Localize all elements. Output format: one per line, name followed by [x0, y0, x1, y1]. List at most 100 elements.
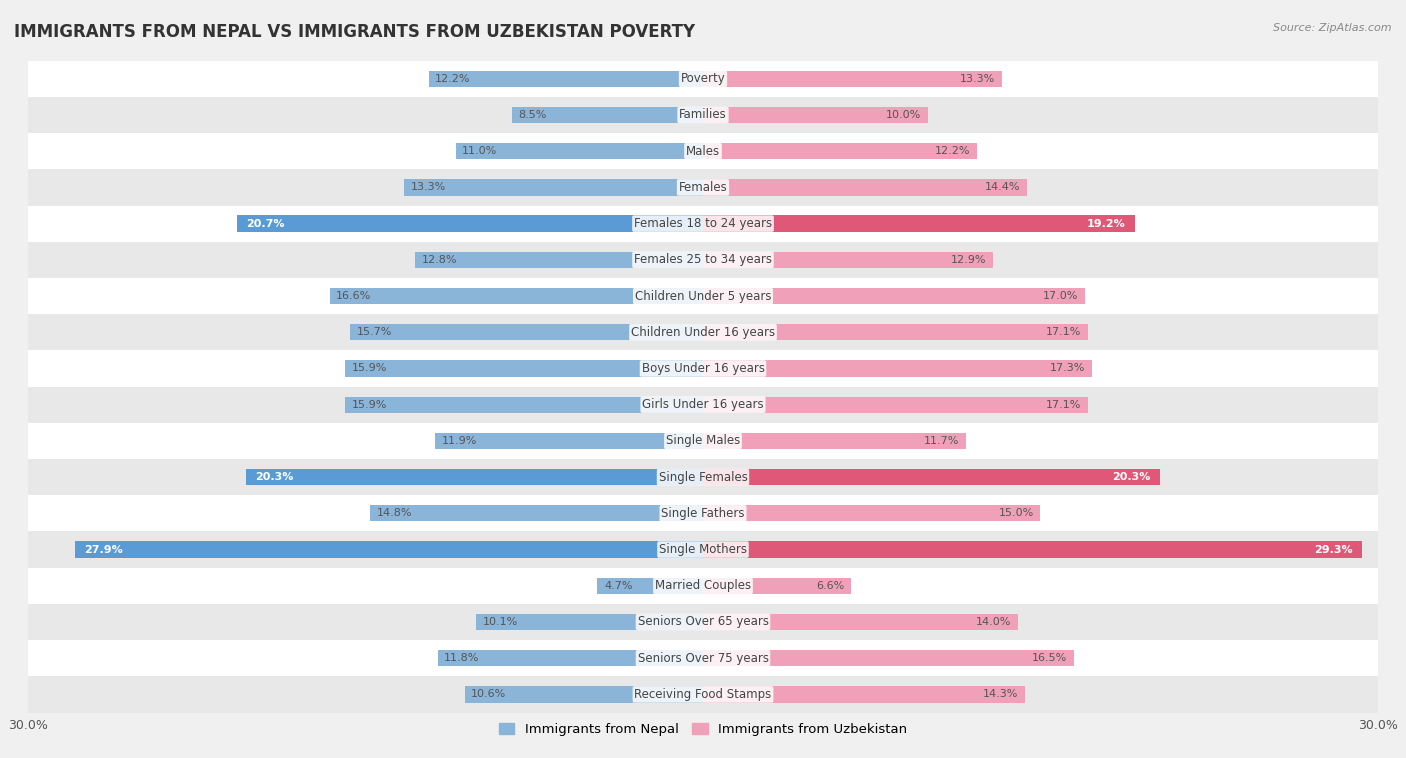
- Bar: [703, 469, 1160, 485]
- Text: Girls Under 16 years: Girls Under 16 years: [643, 398, 763, 411]
- Bar: [404, 179, 703, 196]
- Text: 16.5%: 16.5%: [1032, 653, 1067, 663]
- Legend: Immigrants from Nepal, Immigrants from Uzbekistan: Immigrants from Nepal, Immigrants from U…: [494, 718, 912, 742]
- Text: 6.6%: 6.6%: [817, 581, 845, 590]
- Bar: [28, 459, 1378, 495]
- Text: 17.0%: 17.0%: [1043, 291, 1078, 301]
- Bar: [28, 133, 1378, 169]
- Bar: [703, 650, 1074, 666]
- Bar: [28, 568, 1378, 604]
- Bar: [703, 179, 1026, 196]
- Text: Boys Under 16 years: Boys Under 16 years: [641, 362, 765, 375]
- Text: Children Under 5 years: Children Under 5 years: [634, 290, 772, 302]
- Bar: [370, 505, 703, 522]
- Bar: [703, 324, 1088, 340]
- Text: 10.1%: 10.1%: [482, 617, 517, 627]
- Bar: [76, 541, 703, 558]
- Text: 15.7%: 15.7%: [357, 327, 392, 337]
- Bar: [475, 614, 703, 630]
- Bar: [703, 686, 1025, 703]
- Bar: [437, 650, 703, 666]
- Bar: [464, 686, 703, 703]
- Bar: [28, 242, 1378, 278]
- Bar: [28, 604, 1378, 640]
- Bar: [703, 252, 993, 268]
- Bar: [329, 288, 703, 304]
- Text: 8.5%: 8.5%: [519, 110, 547, 120]
- Text: Receiving Food Stamps: Receiving Food Stamps: [634, 688, 772, 701]
- Bar: [703, 614, 1018, 630]
- Text: Males: Males: [686, 145, 720, 158]
- Bar: [598, 578, 703, 594]
- Bar: [703, 505, 1040, 522]
- Text: Married Couples: Married Couples: [655, 579, 751, 592]
- Bar: [28, 61, 1378, 97]
- Text: 20.3%: 20.3%: [1112, 472, 1150, 482]
- Bar: [346, 360, 703, 377]
- Bar: [28, 97, 1378, 133]
- Bar: [28, 676, 1378, 713]
- Text: 12.2%: 12.2%: [436, 74, 471, 83]
- Text: 15.9%: 15.9%: [352, 399, 388, 409]
- Text: Seniors Over 75 years: Seniors Over 75 years: [637, 652, 769, 665]
- Text: 13.3%: 13.3%: [411, 183, 446, 193]
- Text: 17.1%: 17.1%: [1046, 327, 1081, 337]
- Bar: [28, 423, 1378, 459]
- Bar: [238, 215, 703, 232]
- Bar: [28, 387, 1378, 423]
- Bar: [28, 531, 1378, 568]
- Text: 11.9%: 11.9%: [441, 436, 478, 446]
- Text: 15.0%: 15.0%: [998, 509, 1033, 518]
- Text: 14.3%: 14.3%: [983, 690, 1018, 700]
- Text: Poverty: Poverty: [681, 72, 725, 85]
- Bar: [415, 252, 703, 268]
- Text: 20.7%: 20.7%: [246, 218, 285, 229]
- Text: 17.3%: 17.3%: [1050, 364, 1085, 374]
- Text: 29.3%: 29.3%: [1315, 544, 1353, 555]
- Text: 12.8%: 12.8%: [422, 255, 457, 265]
- Bar: [703, 107, 928, 123]
- Text: 15.9%: 15.9%: [352, 364, 388, 374]
- Bar: [703, 396, 1088, 413]
- Text: Seniors Over 65 years: Seniors Over 65 years: [637, 615, 769, 628]
- Bar: [429, 70, 703, 87]
- Bar: [350, 324, 703, 340]
- Text: 14.4%: 14.4%: [984, 183, 1021, 193]
- Text: 13.3%: 13.3%: [960, 74, 995, 83]
- Text: 12.9%: 12.9%: [950, 255, 987, 265]
- Bar: [703, 215, 1135, 232]
- Text: 10.0%: 10.0%: [886, 110, 921, 120]
- Text: 19.2%: 19.2%: [1087, 218, 1126, 229]
- Bar: [703, 578, 852, 594]
- Text: Families: Families: [679, 108, 727, 121]
- Text: 17.1%: 17.1%: [1046, 399, 1081, 409]
- Text: 10.6%: 10.6%: [471, 690, 506, 700]
- Text: 16.6%: 16.6%: [336, 291, 371, 301]
- Bar: [703, 143, 977, 159]
- Bar: [246, 469, 703, 485]
- Text: 27.9%: 27.9%: [84, 544, 124, 555]
- Text: 11.0%: 11.0%: [463, 146, 498, 156]
- Bar: [28, 640, 1378, 676]
- Text: Single Males: Single Males: [666, 434, 740, 447]
- Text: 11.7%: 11.7%: [924, 436, 959, 446]
- Bar: [703, 288, 1085, 304]
- Bar: [28, 350, 1378, 387]
- Text: 14.8%: 14.8%: [377, 509, 412, 518]
- Text: Single Females: Single Females: [658, 471, 748, 484]
- Text: Females: Females: [679, 181, 727, 194]
- Bar: [703, 70, 1002, 87]
- Text: Children Under 16 years: Children Under 16 years: [631, 326, 775, 339]
- Bar: [28, 278, 1378, 314]
- Text: Source: ZipAtlas.com: Source: ZipAtlas.com: [1274, 23, 1392, 33]
- Bar: [28, 495, 1378, 531]
- Bar: [28, 205, 1378, 242]
- Text: 4.7%: 4.7%: [605, 581, 633, 590]
- Text: Single Fathers: Single Fathers: [661, 507, 745, 520]
- Bar: [28, 314, 1378, 350]
- Bar: [346, 396, 703, 413]
- Bar: [436, 433, 703, 449]
- Bar: [703, 541, 1362, 558]
- Text: Females 25 to 34 years: Females 25 to 34 years: [634, 253, 772, 266]
- Text: Single Mothers: Single Mothers: [659, 543, 747, 556]
